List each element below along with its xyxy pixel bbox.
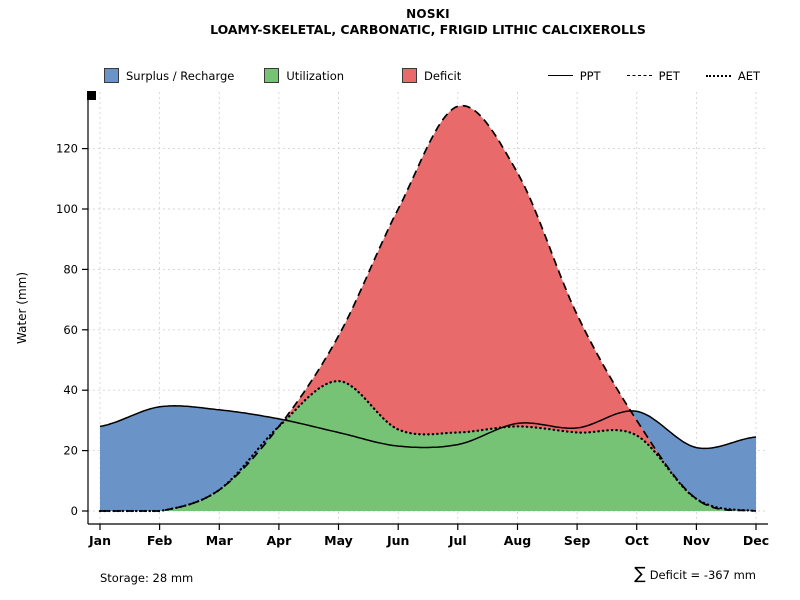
ppt-solid-line-icon bbox=[547, 75, 573, 76]
y-tick-label: 120 bbox=[56, 142, 78, 156]
y-tick-label: 60 bbox=[63, 323, 78, 337]
x-tick-label: Jun bbox=[386, 533, 409, 548]
deficit-sum-label: Deficit = -367 mm bbox=[649, 567, 756, 582]
legend-item-surplus: Surplus / Recharge bbox=[104, 68, 234, 83]
pet-dashed-line-icon bbox=[626, 75, 652, 76]
y-tick-label: 0 bbox=[71, 504, 78, 518]
x-tick-label: Mar bbox=[206, 533, 234, 548]
x-tick-label: Feb bbox=[147, 533, 173, 548]
legend-item-utilization: Utilization bbox=[264, 68, 344, 83]
x-tick-label: Sep bbox=[564, 533, 590, 548]
chart-legend: Surplus / Recharge Utilization Deficit P… bbox=[104, 68, 760, 83]
legend-item-aet: AET bbox=[705, 68, 760, 83]
x-tick-label: Dec bbox=[743, 533, 769, 548]
storage-annotation: Storage: 28 mm bbox=[100, 571, 194, 585]
surplus-swatch-icon bbox=[104, 68, 119, 83]
y-tick-label: 20 bbox=[63, 444, 78, 458]
ppt-line bbox=[99, 405, 757, 450]
legend-label-deficit: Deficit bbox=[424, 68, 462, 83]
aet-dotted-line-icon bbox=[705, 74, 731, 77]
legend-label-utilization: Utilization bbox=[286, 68, 345, 83]
utilization-area bbox=[100, 381, 756, 511]
legend-line-samples: PPT PET AET bbox=[522, 69, 760, 83]
sigma-symbol: ∑ bbox=[634, 564, 646, 584]
surplus-area bbox=[100, 105, 756, 511]
deficit-area bbox=[100, 105, 756, 511]
axis-corner-mark bbox=[87, 91, 96, 100]
chart-subtitle: LOAMY-SKELETAL, CARBONATIC, FRIGID LITHI… bbox=[210, 22, 646, 37]
y-axis-label: Water (mm) bbox=[15, 272, 29, 344]
legend-label-ppt: PPT bbox=[579, 68, 601, 83]
chart-title: NOSKI bbox=[406, 7, 450, 21]
legend-label-surplus: Surplus / Recharge bbox=[126, 68, 235, 83]
deficit-sum-annotation: ∑ Deficit = -367 mm bbox=[634, 566, 756, 583]
legend-item-ppt: PPT bbox=[547, 68, 601, 83]
legend-item-deficit: Deficit bbox=[402, 68, 461, 83]
deficit-swatch-icon bbox=[402, 68, 418, 83]
x-tick-label: Nov bbox=[683, 533, 710, 548]
legend-label-aet: AET bbox=[737, 68, 760, 83]
x-tick-label: May bbox=[324, 533, 353, 548]
x-tick-label: Oct bbox=[625, 533, 649, 548]
y-tick-label: 100 bbox=[56, 202, 78, 216]
x-tick-label: Jan bbox=[88, 533, 111, 548]
x-tick-label: Apr bbox=[267, 533, 293, 548]
y-tick-label: 80 bbox=[63, 262, 78, 276]
y-tick-label: 40 bbox=[63, 383, 78, 397]
legend-label-pet: PET bbox=[658, 68, 680, 83]
x-tick-label: Jul bbox=[448, 533, 467, 548]
utilization-swatch-icon bbox=[264, 68, 280, 83]
legend-item-pet: PET bbox=[626, 68, 680, 83]
aet-line bbox=[98, 379, 758, 513]
x-tick-label: Aug bbox=[504, 533, 532, 548]
